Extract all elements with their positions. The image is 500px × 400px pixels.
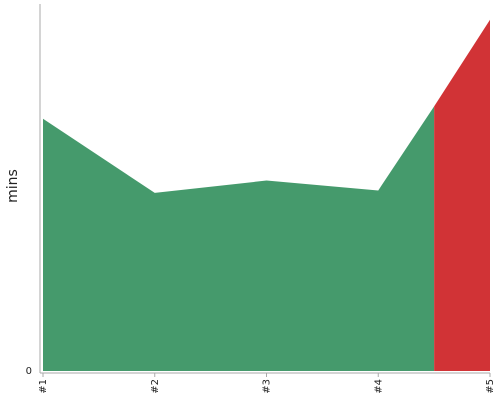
x-tick-label: #2: [150, 379, 161, 394]
x-tick-label: #4: [373, 379, 384, 394]
area-series-1: [43, 106, 435, 371]
x-tick-label: #3: [262, 379, 273, 394]
x-tick-label: #1: [38, 379, 49, 394]
y-axis-label: mins: [5, 169, 21, 203]
x-tick-label: #5: [485, 379, 496, 394]
area-series-2: [434, 19, 490, 371]
y-tick-label: 0: [26, 366, 32, 377]
